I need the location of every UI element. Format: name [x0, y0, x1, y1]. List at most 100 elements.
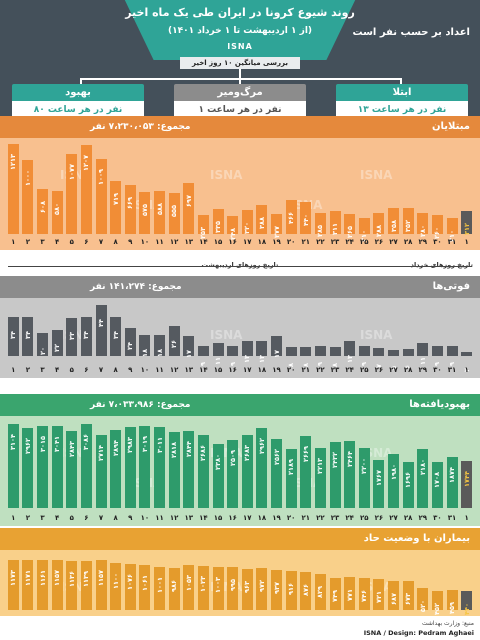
bar	[431, 214, 443, 234]
bar	[168, 193, 180, 234]
bar-label: ۹۱۶	[287, 582, 296, 595]
bar	[124, 184, 136, 234]
bar-label: ۳۴	[9, 330, 18, 339]
x-tick-label: ۳۱	[447, 366, 457, 374]
bar	[183, 336, 195, 356]
x-tick-label: ۲۵	[360, 238, 369, 246]
bar	[431, 461, 443, 508]
bar-label: ۴۵۲	[433, 602, 442, 615]
bar	[80, 144, 92, 234]
bar	[110, 429, 122, 508]
bar-label: ۷۱۹	[111, 192, 120, 205]
x-tick-label: ۳	[40, 238, 45, 246]
bar-label: ۲۶۸۳	[243, 445, 252, 462]
bar	[197, 435, 209, 508]
bar	[431, 345, 443, 356]
bar-label: ۱۸۷۴	[448, 467, 457, 484]
bar-label: ۹۷۲	[257, 580, 266, 593]
x-tick-label: ۲۶	[374, 238, 384, 246]
bar	[446, 590, 458, 610]
bar-label: ۶۰۸	[38, 201, 47, 214]
section-total-recovered: مجموع: ۷،۰۳۳،۹۸۶ نفر	[90, 400, 191, 410]
bar	[402, 349, 414, 356]
title-banner	[124, 0, 356, 60]
bar-label: ۲۷۱۴	[97, 444, 106, 461]
x-tick-label: ۲۱	[301, 514, 311, 522]
bar	[154, 335, 166, 356]
bar	[388, 454, 400, 508]
bar	[95, 304, 107, 356]
x-tick-label: ۹	[128, 238, 133, 246]
bar	[314, 345, 326, 356]
bar	[197, 566, 209, 610]
x-tick-label: ۲۰	[286, 514, 296, 522]
x-tick-label: ۱۰	[140, 238, 150, 246]
x-tick-label: ۱	[11, 514, 16, 522]
bar	[80, 316, 92, 356]
bar-label: ۱۰۰۹	[97, 169, 106, 186]
bar-label: ۳۴	[111, 330, 120, 339]
bar-label: ۳۰۱۱	[155, 436, 164, 453]
x-tick-label: ۱۴	[199, 238, 208, 246]
x-tick-label: ۲۱	[301, 238, 311, 246]
bar-label: ۴۴۰	[462, 603, 471, 616]
x-tick-label: ۲۷	[389, 366, 398, 374]
bar-label: ۲۸۹۴	[111, 439, 120, 456]
bar	[110, 180, 122, 234]
x-tick-label: ۲	[25, 514, 31, 522]
bar	[344, 340, 356, 356]
bar-label: ۲۳۸۰	[214, 453, 223, 470]
bar	[124, 563, 136, 610]
bar	[80, 424, 92, 508]
summary-card-title: ابتلا	[336, 84, 468, 101]
x-tick-label: ۶	[84, 238, 89, 246]
bar	[66, 431, 78, 508]
bar	[417, 213, 429, 234]
bar-label: ۲۹۶۲	[23, 437, 32, 454]
x-tick-label: ۲۵	[360, 366, 369, 374]
bar	[37, 560, 49, 610]
bar-label: ۱۷۰۸	[433, 471, 442, 488]
x-tick-label: ۲	[25, 238, 31, 246]
x-tick-label: ۲۹	[418, 366, 428, 374]
x-tick-label: ۱۱	[155, 366, 164, 374]
bar	[66, 154, 78, 234]
bar-label: ۳۱۰۴	[9, 434, 18, 450]
watermark: ISNA	[210, 328, 243, 342]
bar	[417, 449, 429, 508]
bar-label: ۲۶	[170, 339, 179, 348]
bar-label: ۹۸۶	[170, 579, 179, 592]
x-tick-label: ۸	[113, 366, 118, 374]
page-subtitle: (از ۱ اردیبهشت تا ۱ خرداد ۱۴۰۱)	[167, 26, 313, 36]
bar-label: ۹۳۷	[272, 581, 281, 594]
bar	[22, 427, 34, 508]
x-tick-label: ۲۲	[316, 366, 325, 374]
x-tick-label: ۱۶	[228, 366, 237, 374]
x-tick-label: ۵	[69, 238, 74, 246]
bar	[139, 191, 151, 234]
bar	[256, 205, 268, 234]
avg-caption: بررسی میانگین ۱۰ روز اخیر	[180, 57, 300, 69]
bar	[285, 570, 297, 610]
bar-label: ۸	[287, 362, 296, 367]
bar-label: ۲۱۰	[448, 230, 457, 243]
section-title-infections: مبتلایان	[432, 121, 470, 132]
x-tick-label: ۴	[55, 366, 60, 374]
bar	[168, 567, 180, 610]
bar	[227, 440, 239, 508]
bar	[431, 590, 443, 610]
bar	[139, 335, 151, 356]
bar	[329, 577, 341, 610]
bar-label: ۳۸۸	[257, 217, 266, 230]
bar	[37, 332, 49, 356]
bar	[110, 562, 122, 610]
bar	[271, 336, 283, 356]
bar	[124, 427, 136, 508]
bar	[241, 210, 253, 234]
bar	[22, 316, 34, 356]
bar-label: ۱۰۶۱	[140, 574, 149, 591]
bar	[197, 215, 209, 234]
x-tick-label: ۳۱	[447, 238, 457, 246]
bar-label: ۱۱۷۳	[9, 569, 18, 586]
watermark: ISNA	[210, 168, 243, 182]
